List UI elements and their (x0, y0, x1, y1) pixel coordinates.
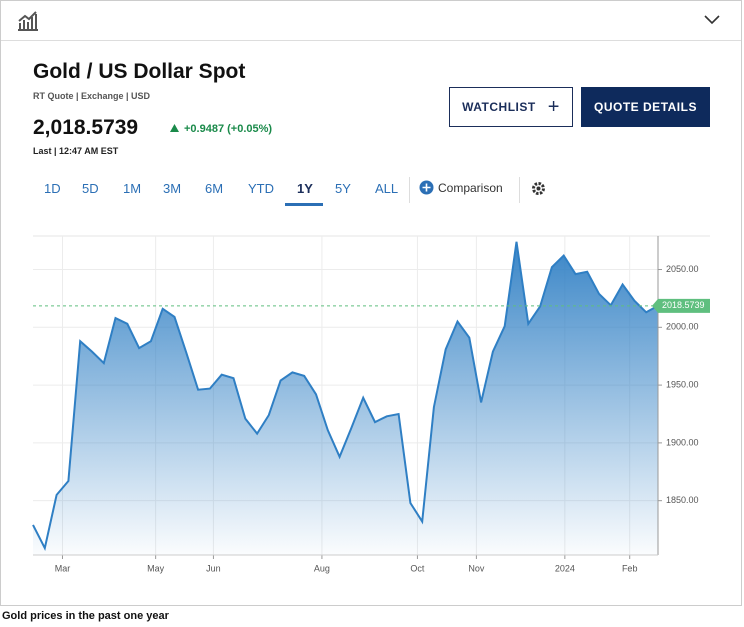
watchlist-label: WATCHLIST (462, 100, 536, 114)
y-tick-label: 1900.00 (666, 437, 699, 447)
range-tab[interactable]: 1Y (285, 181, 323, 206)
top-bar (1, 1, 741, 41)
range-tab[interactable]: 1M (123, 181, 142, 196)
range-tab[interactable]: 3M (163, 181, 182, 196)
caption: Gold prices in the past one year (2, 610, 169, 622)
comparison-icon[interactable] (419, 180, 434, 195)
price-change: +0.9487 (+0.05%) (184, 123, 273, 135)
x-tick-label: 2024 (555, 563, 575, 573)
separator (519, 177, 520, 203)
active-underline (285, 203, 323, 206)
range-tab[interactable]: ALL (375, 181, 399, 196)
separator (409, 177, 410, 203)
x-tick-label: Nov (468, 563, 485, 573)
y-tick-label: 1850.00 (666, 495, 699, 505)
range-tab[interactable]: 5Y (335, 181, 351, 196)
range-tab[interactable]: YTD (248, 181, 274, 196)
x-tick-label: May (147, 563, 165, 573)
x-tick-label: Oct (410, 563, 425, 573)
last-time: Last | 12:47 AM EST (33, 146, 119, 156)
quote-source: RT Quote | Exchange | USD (33, 91, 151, 101)
last-value-label: 2018.5739 (662, 300, 705, 310)
range-tab[interactable]: 5D (82, 181, 99, 196)
area-fill (33, 241, 658, 556)
y-tick-label: 2000.00 (666, 322, 699, 332)
collapse-chevron[interactable] (704, 15, 720, 25)
last-value-tag (652, 298, 710, 313)
y-tick-label: 2050.00 (666, 264, 699, 274)
range-tab[interactable]: 1D (44, 181, 61, 196)
x-tick-label: Feb (622, 563, 638, 573)
plus-icon: + (547, 95, 560, 118)
watchlist-button[interactable]: WATCHLIST + (449, 87, 573, 127)
x-tick-label: Aug (314, 563, 330, 573)
comparison-button[interactable]: Comparison (438, 181, 503, 195)
range-tab[interactable]: 6M (205, 181, 224, 196)
price-line (32, 241, 659, 552)
settings-icon[interactable] (531, 181, 546, 196)
title: Gold / US Dollar Spot (33, 60, 246, 83)
widget-frame (0, 0, 742, 606)
chart-icon[interactable] (17, 11, 39, 31)
quote-details-button[interactable]: QUOTE DETAILS (581, 87, 710, 127)
x-tick-label: Jun (206, 563, 221, 573)
y-tick-label: 1950.00 (666, 379, 699, 389)
price: 2,018.5739 (33, 116, 139, 139)
x-tick-label: Mar (55, 563, 71, 573)
up-arrow (170, 124, 179, 132)
